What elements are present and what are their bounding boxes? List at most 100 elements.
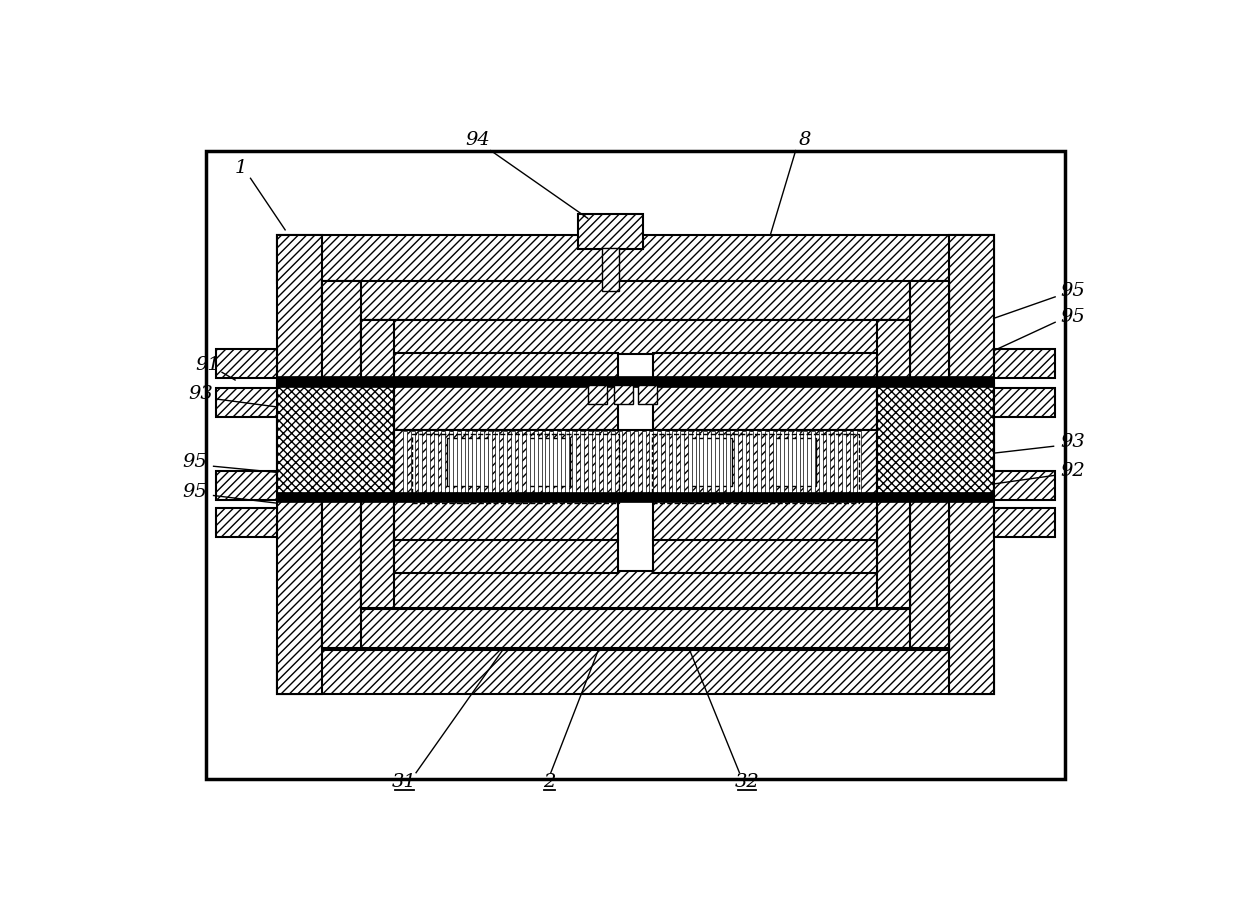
Bar [216, 507, 278, 537]
Bar [394, 494, 618, 541]
Bar [910, 282, 949, 648]
Bar [842, 431, 846, 494]
Bar [588, 431, 591, 494]
Bar [877, 320, 910, 608]
Bar [434, 431, 438, 494]
Bar [394, 384, 618, 430]
Bar [511, 431, 515, 494]
Bar [465, 431, 469, 494]
Bar [472, 431, 476, 494]
Bar [796, 431, 800, 494]
Bar [811, 431, 815, 494]
Bar [672, 431, 676, 494]
Bar [653, 353, 877, 385]
Bar [427, 431, 430, 494]
Bar [857, 431, 861, 494]
Bar [637, 385, 657, 404]
Bar [758, 431, 761, 494]
Bar [449, 431, 453, 494]
Bar [818, 431, 822, 494]
Bar [526, 431, 529, 494]
Text: 8: 8 [799, 131, 811, 149]
Bar [542, 431, 546, 494]
Bar [749, 431, 754, 494]
Bar [322, 282, 361, 648]
Bar [361, 571, 910, 608]
Text: 32: 32 [735, 773, 760, 791]
Bar [446, 437, 490, 486]
Bar [487, 431, 491, 494]
Bar [216, 349, 278, 379]
Text: 95: 95 [1060, 283, 1085, 300]
Text: 94: 94 [465, 131, 490, 149]
Bar [877, 384, 993, 494]
Bar [653, 539, 877, 573]
Bar [361, 320, 394, 608]
Bar [578, 215, 644, 249]
Bar [441, 431, 445, 494]
Bar [711, 431, 714, 494]
Bar [528, 437, 570, 486]
Bar [780, 431, 784, 494]
Bar [993, 388, 1055, 417]
Bar [787, 431, 792, 494]
Text: 93: 93 [1060, 433, 1085, 450]
Bar [804, 431, 807, 494]
Bar [403, 431, 407, 494]
Bar [727, 431, 730, 494]
Text: 91: 91 [196, 356, 221, 374]
Text: 95: 95 [182, 483, 207, 501]
Bar [603, 431, 608, 494]
Bar [634, 431, 637, 494]
Bar [361, 320, 910, 354]
Bar [595, 431, 599, 494]
Bar [765, 431, 769, 494]
Bar [495, 431, 500, 494]
Bar [503, 431, 507, 494]
Bar [650, 431, 653, 494]
Text: 2: 2 [543, 773, 556, 791]
Bar [657, 431, 661, 494]
Bar [278, 649, 993, 694]
Bar [394, 353, 618, 385]
Bar [696, 431, 699, 494]
Bar [580, 431, 584, 494]
Bar [573, 431, 577, 494]
Bar [206, 150, 1065, 779]
Bar [665, 431, 668, 494]
Bar [835, 431, 838, 494]
Bar [774, 437, 816, 486]
Bar [611, 431, 615, 494]
Bar [734, 431, 738, 494]
Text: 95: 95 [1060, 308, 1085, 326]
Bar [278, 235, 322, 694]
Bar [412, 434, 619, 503]
Text: 95: 95 [182, 453, 207, 472]
Text: 31: 31 [392, 773, 417, 791]
Bar [688, 431, 692, 494]
Bar [773, 431, 776, 494]
Text: 92: 92 [1060, 461, 1085, 480]
Bar [993, 507, 1055, 537]
Bar [742, 431, 745, 494]
Bar [557, 431, 560, 494]
Bar [322, 610, 949, 648]
Bar [681, 431, 684, 494]
Bar [619, 431, 622, 494]
Bar [322, 282, 949, 320]
Bar [549, 431, 553, 494]
Bar [418, 431, 422, 494]
Bar [278, 492, 993, 503]
Bar [410, 431, 414, 494]
Bar [652, 434, 859, 503]
Bar [949, 235, 993, 694]
Bar [216, 388, 278, 417]
Bar [614, 385, 634, 404]
Bar [719, 431, 723, 494]
Bar [653, 494, 877, 541]
Bar [626, 431, 630, 494]
Bar [216, 471, 278, 500]
Bar [518, 431, 522, 494]
Bar [993, 471, 1055, 500]
Bar [456, 431, 461, 494]
